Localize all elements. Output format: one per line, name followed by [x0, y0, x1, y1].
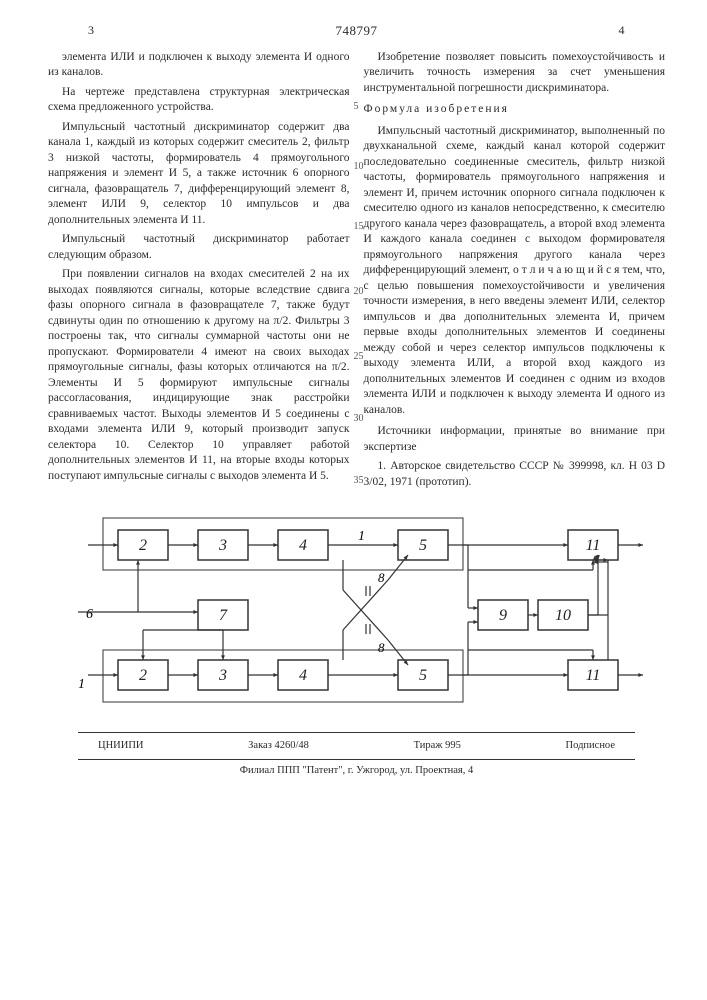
footer-org: ЦНИИПИ	[98, 739, 144, 753]
para: На чертеже представлена структурная элек…	[48, 85, 350, 116]
page-num-left: 3	[88, 22, 95, 38]
page-header: 3 748797 4	[48, 22, 665, 40]
patent-number: 748797	[336, 23, 378, 38]
footer-order: Заказ 4260/48	[248, 739, 309, 753]
para: 1. Авторское свидетельство СССР № 399998…	[364, 459, 666, 490]
svg-text:3: 3	[218, 667, 227, 684]
para: При появлении сигналов на входах смесите…	[48, 267, 350, 484]
svg-text:4: 4	[299, 537, 307, 554]
svg-text:11: 11	[586, 667, 601, 684]
svg-text:8: 8	[378, 570, 385, 585]
svg-text:5: 5	[419, 537, 427, 554]
svg-text:3: 3	[218, 537, 227, 554]
diagram-svg: 234511791023451111688	[68, 510, 648, 710]
line-num: 5	[354, 100, 359, 114]
block-diagram: 234511791023451111688	[68, 510, 645, 716]
line-num: 25	[354, 350, 364, 364]
two-column-layout: элемента ИЛИ и подключен к выходу элемен…	[48, 50, 665, 495]
svg-text:6: 6	[86, 607, 93, 622]
footer-sign: Подписное	[566, 739, 615, 753]
line-num: 15	[354, 220, 364, 234]
svg-text:2: 2	[139, 537, 147, 554]
line-num: 30	[354, 412, 364, 426]
svg-text:5: 5	[419, 667, 427, 684]
svg-text:1: 1	[358, 529, 365, 544]
svg-text:2: 2	[139, 667, 147, 684]
para: Импульсный частотный дискриминатор работ…	[48, 232, 350, 263]
sources-heading: Источники информации, принятые во вниман…	[364, 424, 666, 455]
footer-tirage: Тираж 995	[414, 739, 461, 753]
para: Импульсный частотный дискриминатор, выпо…	[364, 124, 666, 419]
svg-text:11: 11	[586, 537, 601, 554]
footer-address: Филиал ППП "Патент", г. Ужгород, ул. Про…	[78, 764, 635, 778]
svg-text:9: 9	[499, 607, 507, 624]
line-num: 20	[354, 285, 364, 299]
line-num: 10	[354, 160, 364, 174]
para: Импульсный частотный дискриминатор содер…	[48, 120, 350, 229]
svg-text:8: 8	[378, 640, 385, 655]
right-column: Изобретение позволяет повысить помехоуст…	[364, 50, 666, 495]
svg-text:10: 10	[555, 607, 571, 624]
svg-text:7: 7	[219, 607, 228, 624]
svg-text:1: 1	[78, 677, 85, 692]
line-num: 35	[354, 474, 364, 488]
footer: ЦНИИПИ Заказ 4260/48 Тираж 995 Подписное…	[78, 732, 635, 778]
left-column: элемента ИЛИ и подключен к выходу элемен…	[48, 50, 350, 495]
formula-heading: Формула изобретения	[364, 102, 666, 118]
para: Изобретение позволяет повысить помехоуст…	[364, 50, 666, 97]
page-num-right: 4	[619, 22, 626, 38]
para: элемента ИЛИ и подключен к выходу элемен…	[48, 50, 350, 81]
svg-text:4: 4	[299, 667, 307, 684]
